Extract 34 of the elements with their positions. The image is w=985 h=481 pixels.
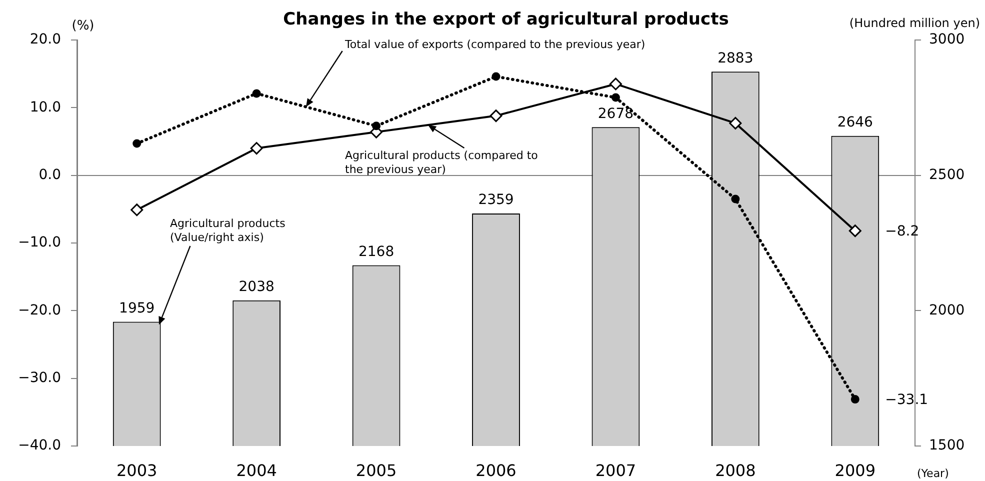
y2-tick-label: 1500 [929,438,965,454]
y-tick-label: 20.0 [30,32,61,48]
y-tick-label: −10.0 [18,234,61,251]
x-tick-label: 2004 [236,460,277,480]
text: Total value of exports (compared to the previous year) [344,38,646,51]
data-label: 2168 [358,244,394,260]
data-label: 2038 [238,279,274,296]
chart-title: Changes in the export of agricultural products [283,9,729,30]
legend-label: Agricultural products (compared to the previous year) [345,148,538,176]
x-tick-label: 2009 [834,460,876,480]
y-tick-label: −40.0 [18,438,61,454]
x-tick-label: 2006 [476,460,516,480]
x-tick-label: 2008 [715,460,756,480]
y-axis-title: (%) [72,18,94,34]
data-label: 2359 [478,192,514,208]
data-label: 2883 [718,50,754,66]
data-label: 2678 [598,106,634,122]
y-tick-label: −30.0 [18,370,61,386]
data-label: −8.2 [885,223,920,240]
y2-axis-title: (Hundred million yen) [849,16,980,30]
x-tick-label: 2007 [595,460,636,480]
x-tick-label: 2003 [116,460,158,480]
y-tick-label: −20.0 [18,302,61,318]
x-axis-title: (Year) [917,466,949,480]
y2-tick-label: 2500 [929,166,965,183]
data-label: 1959 [119,300,155,316]
y2-tick-label: 2000 [929,302,965,318]
x-tick-label: 2005 [356,460,397,480]
y2-tick-label: 3000 [929,32,965,48]
y-tick-label: 0.0 [38,166,61,183]
y-tick-label: 10.0 [30,99,61,116]
data-label: 2646 [837,114,874,130]
data-label: −33.1 [885,392,928,408]
text: Agricultural products (Value/right axis) [170,216,286,244]
